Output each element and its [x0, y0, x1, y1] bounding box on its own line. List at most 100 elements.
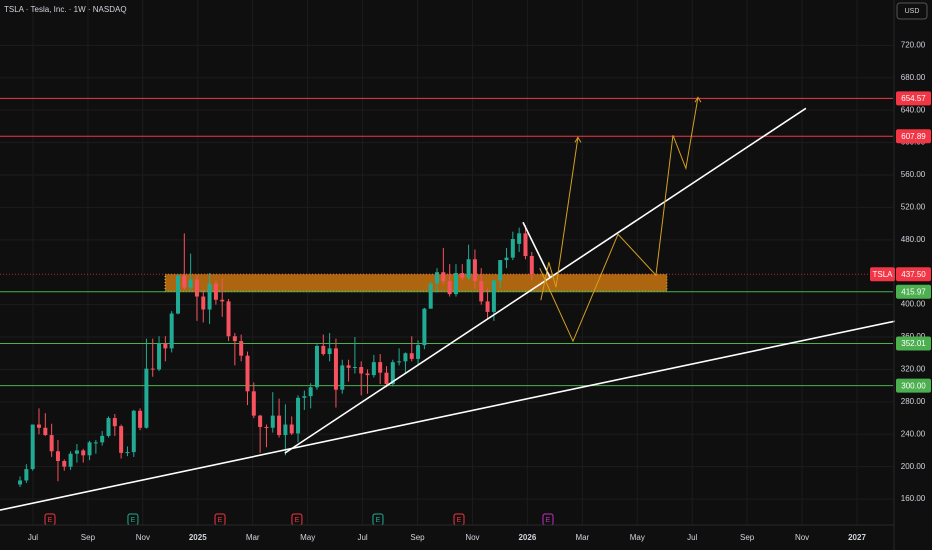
event-label: E — [131, 517, 136, 524]
candle-body — [441, 272, 446, 282]
candle-body — [175, 275, 180, 314]
candle-body — [201, 296, 206, 310]
price-tag — [896, 129, 931, 144]
y-tick-label: 160.00 — [901, 494, 926, 503]
candle-body — [491, 280, 496, 312]
candle-body — [371, 362, 376, 376]
candle-body — [188, 279, 193, 288]
candle-body — [384, 372, 389, 385]
candle-body — [302, 396, 307, 398]
currency: USD — [905, 8, 920, 15]
candle-body — [479, 281, 484, 302]
candle-body — [466, 259, 471, 278]
x-tick-label: Nov — [795, 533, 809, 542]
candle-body — [308, 387, 313, 397]
event-label: E — [48, 517, 53, 524]
candle-body — [390, 362, 395, 385]
candle-body — [43, 427, 48, 436]
candle-body — [93, 442, 98, 444]
y-tick-label: 680.00 — [901, 73, 926, 82]
projection-path — [539, 97, 699, 343]
candle-body — [144, 368, 149, 428]
candle-body — [296, 397, 301, 434]
candle-body — [359, 367, 364, 374]
candle-body — [277, 415, 282, 436]
candle-body — [403, 353, 408, 362]
candle-body — [289, 424, 294, 434]
candle-body — [106, 418, 111, 436]
x-tick-label: Mar — [575, 533, 589, 542]
event-label: E — [457, 517, 462, 524]
candle-body — [125, 452, 130, 454]
price-tag-label: 437.50 — [901, 270, 926, 279]
x-tick-label: Nov — [136, 533, 150, 542]
trendline — [0, 320, 896, 511]
currency-box[interactable] — [896, 2, 928, 20]
candle-body — [232, 336, 237, 342]
candle-body — [226, 301, 231, 337]
candle-body — [498, 260, 503, 281]
candle-body — [68, 453, 73, 467]
candle-body — [213, 283, 218, 300]
candle-body — [435, 272, 440, 284]
candle-body — [62, 460, 67, 467]
x-tick-label: 2026 — [518, 533, 536, 542]
arrow-head — [694, 96, 702, 103]
event-label: E — [295, 517, 300, 524]
price-tag — [896, 284, 931, 299]
projection-path — [540, 137, 579, 301]
candle-body — [30, 424, 35, 470]
x-tick-label: 2027 — [848, 533, 866, 542]
price-tag — [896, 267, 931, 282]
candle-body — [447, 281, 452, 295]
price-tag — [896, 378, 931, 393]
candle-body — [131, 410, 136, 453]
candle-body — [251, 391, 256, 416]
candle-body — [321, 345, 326, 355]
trendline — [522, 221, 552, 279]
candle-body — [100, 435, 105, 443]
candle-body — [150, 368, 155, 370]
x-tick-label: Sep — [81, 533, 96, 542]
x-tick-label: Mar — [246, 533, 260, 542]
candle-body — [264, 426, 269, 428]
candle-body — [523, 233, 528, 257]
candle-body — [416, 345, 421, 359]
candle-body — [529, 256, 534, 275]
candle-body — [194, 279, 199, 297]
x-tick-label: Sep — [740, 533, 755, 542]
candle-body — [428, 283, 433, 309]
candle-body — [163, 343, 168, 349]
y-tick-label: 520.00 — [901, 203, 926, 212]
candle-body — [18, 480, 23, 485]
y-tick-label: 280.00 — [901, 397, 926, 406]
candle-body — [283, 424, 288, 436]
y-tick-label: 560.00 — [901, 170, 926, 179]
candle-body — [453, 273, 458, 295]
price-tag — [896, 91, 931, 106]
candle-body — [504, 257, 509, 261]
price-tag-label: 607.89 — [901, 132, 926, 141]
event-label: E — [218, 517, 223, 524]
candle-body — [24, 469, 29, 481]
x-tick-label: Jul — [687, 533, 697, 542]
price-tag-label: 352.01 — [901, 339, 926, 348]
price-tag-label: 300.00 — [901, 381, 926, 390]
support-zone — [164, 273, 668, 292]
candle-body — [37, 424, 42, 428]
y-tick-label: 200.00 — [901, 462, 926, 471]
candle-body — [340, 365, 345, 390]
x-tick-label: Sep — [410, 533, 425, 542]
x-tick-label: 2025 — [189, 533, 207, 542]
price-tag-label: 654.57 — [901, 94, 926, 103]
y-tick-label: 720.00 — [901, 40, 926, 49]
chart-title: TSLA · Tesla, Inc. · 1W · NASDAQ — [4, 5, 127, 14]
candle-body — [112, 418, 117, 427]
candle-body — [409, 353, 414, 359]
candle-body — [81, 450, 86, 456]
candle-body — [327, 348, 332, 355]
candle-body — [258, 415, 263, 427]
candle-body — [207, 283, 212, 310]
y-tick-label: 240.00 — [901, 429, 926, 438]
candle-body — [138, 410, 143, 428]
